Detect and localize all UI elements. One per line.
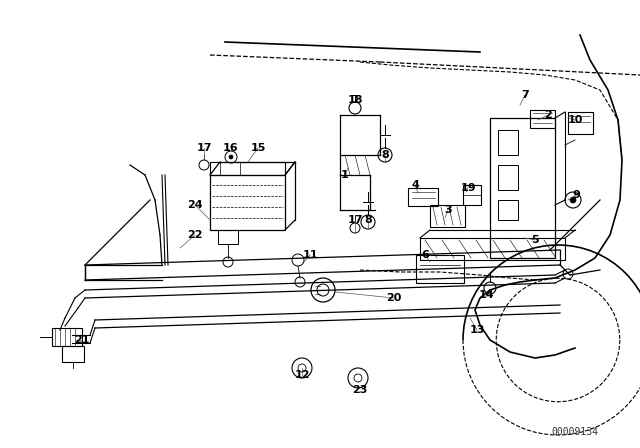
Bar	[498, 200, 518, 220]
Bar	[420, 238, 565, 260]
Bar	[490, 118, 555, 258]
Text: 10: 10	[567, 115, 582, 125]
Bar	[416, 255, 464, 283]
Text: 15: 15	[250, 143, 266, 153]
Text: 2: 2	[544, 110, 552, 120]
Text: 9: 9	[572, 190, 580, 200]
Text: 14: 14	[478, 290, 494, 300]
Bar	[498, 130, 518, 155]
Text: 19: 19	[460, 183, 476, 193]
Text: 8: 8	[364, 215, 372, 225]
Text: 4: 4	[411, 180, 419, 190]
Text: 3: 3	[444, 205, 452, 215]
Text: 20: 20	[387, 293, 402, 303]
Text: 17: 17	[196, 143, 212, 153]
Circle shape	[229, 155, 233, 159]
Bar	[210, 162, 285, 175]
Bar	[408, 188, 438, 206]
Text: 23: 23	[352, 385, 368, 395]
Bar	[218, 230, 238, 244]
Bar	[210, 175, 285, 230]
Text: 7: 7	[521, 90, 529, 100]
Text: 21: 21	[74, 335, 90, 345]
Text: 5: 5	[531, 235, 539, 245]
Text: 24: 24	[187, 200, 203, 210]
Text: 11: 11	[302, 250, 317, 260]
Bar	[498, 165, 518, 190]
Bar	[430, 205, 465, 227]
Text: 00009134: 00009134	[552, 427, 598, 437]
Circle shape	[570, 197, 576, 203]
Text: 8: 8	[381, 150, 389, 160]
Text: 12: 12	[294, 370, 310, 380]
Bar	[530, 110, 555, 128]
Text: 1: 1	[341, 170, 349, 180]
Text: 13: 13	[469, 325, 484, 335]
Text: 6: 6	[421, 250, 429, 260]
Text: 22: 22	[188, 230, 203, 240]
Text: 16: 16	[223, 143, 239, 153]
Bar	[52, 328, 82, 346]
Bar	[463, 185, 481, 205]
Bar	[62, 346, 84, 362]
Text: 17: 17	[348, 215, 363, 225]
Text: 18: 18	[348, 95, 363, 105]
Bar	[568, 112, 593, 134]
